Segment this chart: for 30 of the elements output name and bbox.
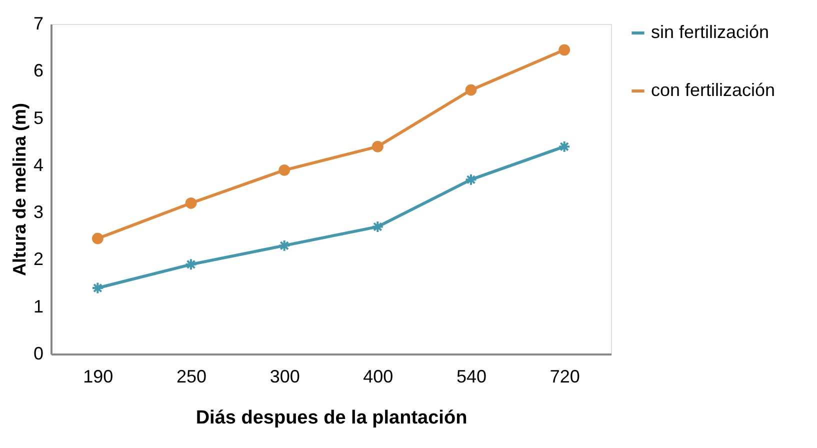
y-tick-label: 3	[33, 202, 44, 222]
x-tick-label: 250	[176, 366, 207, 386]
y-tick-label: 2	[33, 249, 44, 270]
y-tick-label: 7	[33, 14, 44, 34]
point	[185, 197, 197, 209]
point	[278, 164, 290, 176]
point	[184, 258, 198, 271]
legend-label: sin fertilización	[651, 22, 770, 42]
x-tick-label: 300	[270, 366, 300, 386]
y-tick-label: 0	[33, 344, 44, 364]
point	[465, 84, 477, 96]
point	[464, 173, 478, 186]
point	[558, 44, 570, 56]
x-tick-label: 720	[550, 366, 580, 386]
y-tick-label: 1	[33, 296, 44, 316]
y-tick-label: 6	[33, 60, 44, 81]
y-tick-label: 4	[33, 154, 44, 175]
x-axis-title: Diás despues de la plantación	[196, 408, 468, 428]
point	[372, 140, 384, 152]
y-axis-title: Altura de melina (m)	[9, 102, 30, 276]
point	[91, 282, 104, 294]
x-tick-label: 540	[456, 366, 487, 386]
point	[278, 239, 291, 252]
point	[92, 232, 104, 244]
x-tick-label: 190	[83, 366, 114, 386]
point	[558, 140, 571, 153]
y-tick-label: 5	[33, 108, 44, 128]
x-tick-label: 400	[363, 366, 394, 386]
legend-label: con fertilización	[651, 80, 776, 100]
point	[371, 220, 384, 233]
